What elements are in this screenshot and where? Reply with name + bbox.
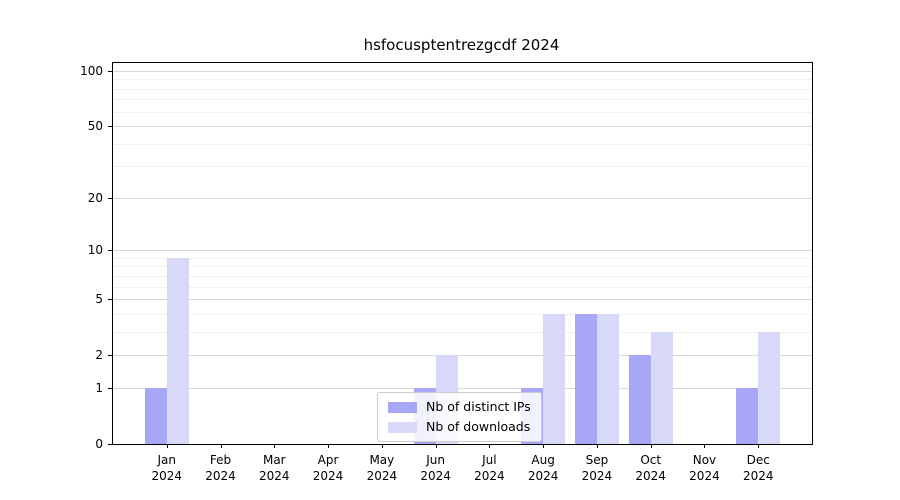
plot-area: Nb of distinct IPs Nb of downloads 0 1 2 5 1… [80,62,813,483]
grid-line-major [113,299,812,301]
grid-line-major [113,250,812,252]
chart-title: hsfocusptentrezgcdf 2024 [363,36,560,54]
bar-distinct-ips [628,355,651,444]
legend-label-downloads: Nb of downloads [426,419,531,434]
bar-downloads [543,313,566,444]
legend: Nb of distinct IPs Nb of downloads [377,392,542,442]
x-tick-label: Jan 2024 [151,453,183,483]
grid-line-major [113,197,812,199]
x-tick-label: May 2024 [366,453,398,483]
x-tick-label: Mar 2024 [259,453,290,483]
x-tick-mark [328,444,330,448]
x-tick-mark [166,444,168,448]
grid-line-major [113,71,812,72]
y-tick-mark [108,355,113,357]
x-tick-mark [435,444,437,448]
x-tick-mark [758,444,760,448]
y-tick-mark [108,71,113,72]
legend-swatch-downloads [388,421,417,433]
y-tick-mark [108,250,113,252]
y-tick-label: 100 [80,64,103,78]
x-tick-mark [489,444,491,448]
x-tick-label: Oct 2024 [635,453,666,483]
grid-line-minor [113,275,812,277]
y-tick-mark [108,387,113,389]
bar-downloads [166,257,189,444]
y-tick-label: 20 [87,190,103,205]
x-tick-mark [650,444,652,448]
legend-label-distinct-ips: Nb of distinct IPs [426,399,531,414]
grid-line-minor [113,266,812,268]
y-tick-mark [108,126,113,128]
y-tick-mark [108,299,113,301]
x-tick-label: Feb 2024 [205,453,236,483]
x-tick-mark [596,444,598,448]
legend-swatch-distinct-ips [388,401,417,413]
x-tick-label: Aug 2024 [527,453,559,483]
bar-downloads [650,331,673,444]
y-tick-label: 0 [95,437,103,451]
grid-line-minor [113,331,812,333]
bar-downloads [596,313,619,444]
grid-line-major [113,387,812,389]
x-tick-label: Jul 2024 [474,453,505,483]
legend-item-downloads: Nb of downloads [388,420,531,434]
y-tick-label: 10 [87,243,103,258]
bar-distinct-ips [144,387,167,444]
y-tick-label: 2 [95,348,103,363]
grid-line-minor [113,99,812,101]
bar-downloads [758,331,781,444]
grid-line-minor [113,286,812,288]
bar-distinct-ips [736,387,759,444]
grid-line-minor [113,143,812,145]
grid-line-minor [113,257,812,259]
y-tick-label: 50 [87,119,103,134]
y-tick-label: 5 [95,292,103,307]
grid-line-minor [113,166,812,168]
x-tick-label: Jun 2024 [420,453,451,483]
x-tick-label: Nov 2024 [689,453,720,483]
grid-line-minor [113,88,812,90]
x-tick-label: Dec 2024 [742,453,774,483]
y-tick-label: 1 [95,380,103,395]
x-tick-label: Sep 2024 [581,453,613,483]
grid-line-major [113,126,812,128]
legend-item-distinct-ips: Nb of distinct IPs [388,400,531,414]
x-tick-mark [543,444,545,448]
y-tick-mark [108,197,113,199]
x-tick-mark [704,444,706,448]
grid-line-major [113,355,812,357]
grid-line-minor [113,79,812,81]
x-tick-mark [220,444,222,448]
grid-line-minor [113,313,812,315]
x-tick-mark [381,444,383,448]
x-tick-mark [274,444,276,448]
grid-line-minor [113,111,812,113]
bar-distinct-ips [574,313,597,444]
y-tick-mark [108,444,113,445]
x-tick-label: Apr 2024 [312,453,344,483]
